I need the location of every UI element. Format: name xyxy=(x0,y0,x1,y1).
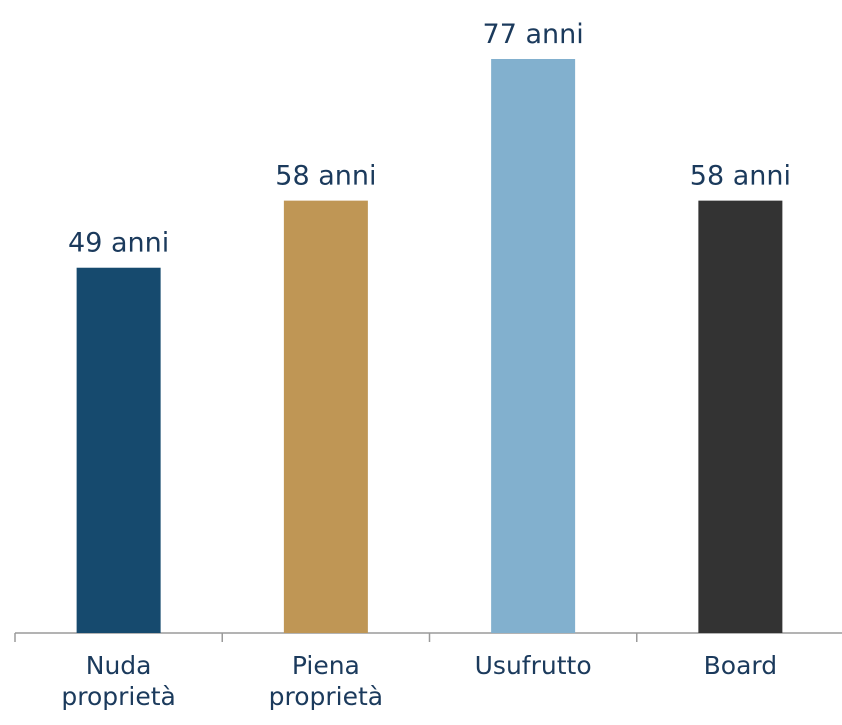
x-tick-label: Nuda proprietà xyxy=(61,651,176,711)
x-tick-label: Usufrutto xyxy=(474,651,592,680)
x-tick-label: Piena proprietà xyxy=(268,651,384,711)
bar xyxy=(76,267,161,633)
bar xyxy=(491,59,576,633)
x-tick-label: Board xyxy=(703,651,778,680)
bar xyxy=(698,200,783,634)
value-label: 58 anni xyxy=(275,161,376,192)
value-label: 77 anni xyxy=(483,19,584,50)
value-label: 49 anni xyxy=(68,228,169,259)
bar xyxy=(283,200,368,634)
value-label: 58 anni xyxy=(690,161,791,192)
